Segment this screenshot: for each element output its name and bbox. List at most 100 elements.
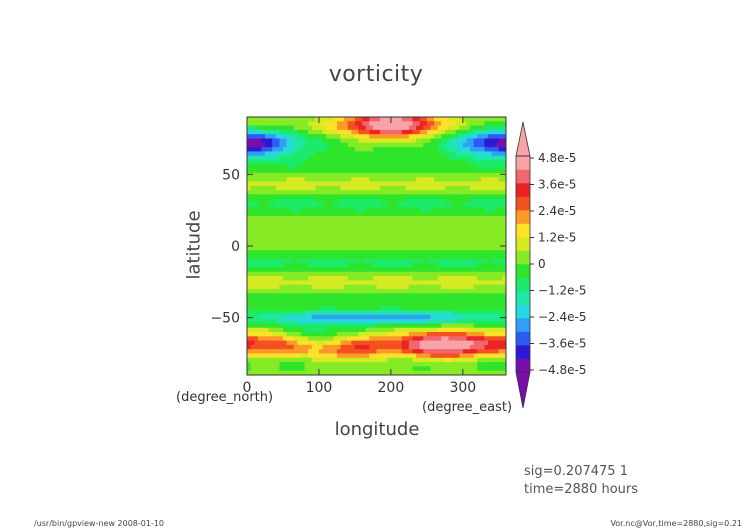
field-cell (282, 353, 287, 359)
field-cell (315, 323, 320, 329)
field-cell (347, 241, 352, 247)
field-cell (498, 267, 503, 273)
field-cell (340, 284, 345, 290)
field-cell (282, 220, 287, 225)
field-cell (376, 241, 381, 247)
field-cell (354, 125, 359, 131)
field-cell (315, 164, 320, 169)
field-cell (300, 172, 305, 178)
field-cell (473, 224, 478, 230)
field-cell (365, 203, 370, 208)
field-cell (484, 246, 489, 251)
field-cell (480, 147, 485, 152)
field-cell (293, 185, 298, 191)
field-cell (405, 336, 410, 341)
field-cell (254, 357, 259, 363)
field-cell (398, 370, 403, 375)
field-cell (452, 117, 457, 122)
x-tick-label: 300 (449, 380, 476, 396)
field-cell (354, 181, 359, 187)
field-cell (329, 267, 334, 273)
field-cell (477, 323, 482, 329)
field-cell (372, 117, 377, 122)
field-cell (318, 280, 323, 286)
field-cell (250, 319, 255, 324)
field-cell (477, 129, 482, 135)
field-cell (466, 258, 471, 264)
field-cell (462, 366, 467, 372)
colorbar-label: −1.2e-5 (538, 284, 587, 298)
field-cell (347, 168, 352, 174)
field-cell (279, 147, 284, 152)
field-cell (491, 134, 496, 139)
field-cell (423, 155, 428, 161)
field-cell (247, 306, 251, 311)
field-cell (491, 203, 496, 208)
field-cell (261, 366, 266, 372)
field-cell (272, 237, 277, 243)
field-cell (480, 314, 485, 320)
field-cell (387, 134, 392, 139)
field-cell (452, 121, 457, 126)
field-cell (419, 168, 424, 174)
field-cell (390, 172, 395, 178)
field-cell (250, 224, 255, 230)
field-cell (290, 129, 295, 135)
field-cell (405, 306, 410, 311)
colorbar-label: −4.8e-5 (538, 363, 587, 377)
field-cell (441, 142, 446, 148)
field-cell (311, 327, 316, 333)
field-cell (408, 134, 413, 139)
field-cell (268, 138, 273, 144)
field-cell (254, 228, 259, 234)
field-cell (412, 280, 417, 286)
field-cell (275, 349, 280, 354)
field-cell (354, 263, 359, 268)
field-cell (254, 215, 259, 221)
field-cell (398, 276, 403, 281)
field-cell (254, 147, 259, 152)
colorbar-segment (516, 318, 530, 332)
field-cell (416, 362, 421, 367)
field-cell (444, 121, 449, 126)
field-cell (394, 203, 399, 208)
field-cell (466, 164, 471, 169)
field-cell (362, 370, 367, 375)
field-cell (333, 323, 338, 329)
field-cell (387, 198, 392, 204)
field-cell (394, 211, 399, 217)
field-cell (484, 185, 489, 191)
field-cell (462, 280, 467, 286)
field-cell (279, 362, 284, 367)
field-cell (419, 215, 424, 221)
field-cell (297, 267, 302, 273)
field-cell (394, 125, 399, 131)
field-cell (279, 138, 284, 144)
field-cell (257, 357, 262, 363)
field-cell (326, 198, 331, 204)
field-cell (254, 172, 259, 178)
field-cell (275, 280, 280, 286)
field-cell (484, 220, 489, 225)
field-cell (264, 340, 269, 346)
field-cell (247, 142, 251, 148)
field-cell (362, 138, 367, 144)
field-cell (344, 185, 349, 191)
field-cell (495, 160, 500, 165)
field-cell (459, 306, 464, 311)
field-cell (419, 211, 424, 217)
field-cell (340, 280, 345, 286)
field-cell (480, 306, 485, 311)
field-cell (264, 306, 269, 311)
field-cell (376, 314, 381, 320)
colorbar-segment (516, 345, 530, 359)
field-cell (333, 344, 338, 350)
field-cell (484, 203, 489, 208)
field-cell (441, 241, 446, 247)
field-cell (480, 177, 485, 182)
field-cell (459, 353, 464, 359)
field-cell (383, 353, 388, 359)
field-cell (333, 181, 338, 187)
field-cell (376, 220, 381, 225)
field-cell (254, 181, 259, 187)
